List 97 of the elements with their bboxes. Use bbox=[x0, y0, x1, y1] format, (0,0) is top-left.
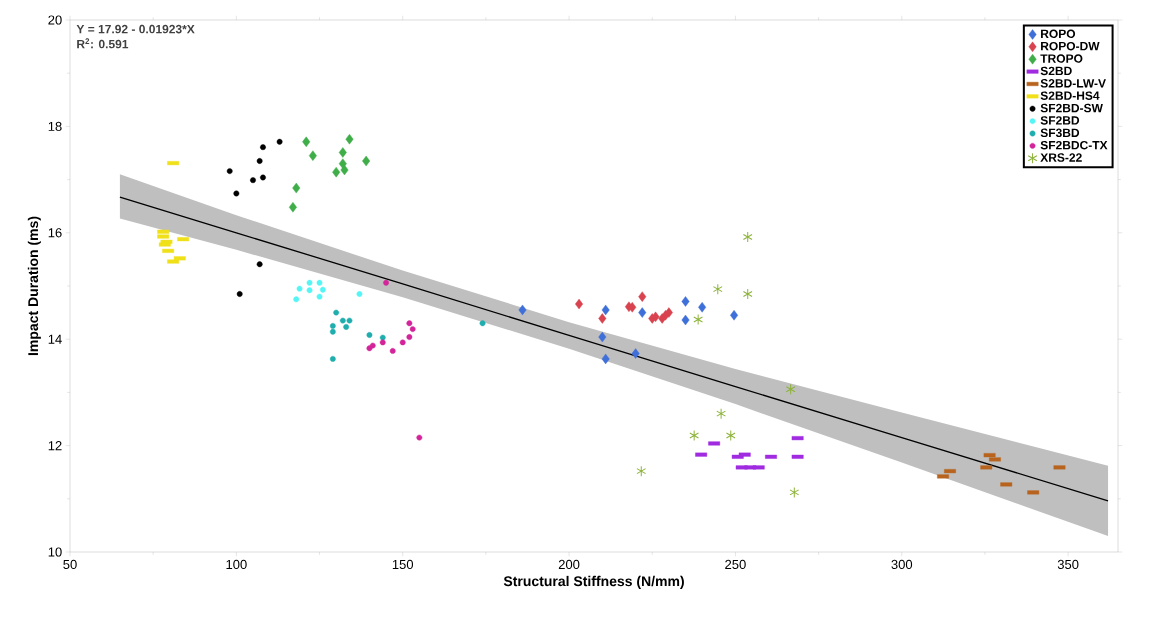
point bbox=[366, 332, 373, 338]
x-tick-label: 100 bbox=[226, 559, 247, 569]
point bbox=[406, 320, 413, 327]
point bbox=[681, 314, 690, 326]
point bbox=[712, 283, 723, 295]
point bbox=[716, 408, 726, 420]
point bbox=[256, 158, 263, 164]
point bbox=[316, 279, 323, 286]
point bbox=[296, 285, 303, 292]
point bbox=[260, 174, 266, 181]
point bbox=[302, 136, 311, 148]
point bbox=[276, 138, 283, 145]
point bbox=[356, 291, 363, 297]
point bbox=[379, 334, 386, 341]
point bbox=[288, 202, 297, 213]
point bbox=[366, 345, 373, 352]
point bbox=[226, 168, 233, 174]
annotation: R$^{2}$: 0.591 bbox=[77, 38, 129, 49]
legend-label: SF3BD bbox=[1040, 128, 1080, 138]
annotation: Y = 17.92 - 0.01923*X bbox=[76, 24, 195, 34]
point bbox=[233, 190, 240, 197]
point bbox=[383, 279, 389, 286]
legend-label: S2BD-HS4 bbox=[1040, 91, 1100, 100]
point bbox=[306, 287, 313, 294]
y-tick-label: 14 bbox=[48, 334, 62, 344]
point bbox=[236, 291, 243, 297]
point bbox=[785, 383, 796, 395]
point bbox=[638, 291, 647, 302]
line-series bbox=[119, 196, 1109, 502]
point bbox=[601, 353, 610, 365]
y-axis-title: Impact Duration (ms) bbox=[27, 216, 41, 356]
point bbox=[332, 166, 341, 178]
legend-label: S2BD-LW-V bbox=[1040, 79, 1106, 88]
point bbox=[638, 307, 647, 318]
legend-label: SF2BD-SW bbox=[1040, 103, 1103, 113]
y-tick-label: 12 bbox=[48, 441, 62, 451]
point bbox=[598, 313, 607, 324]
point bbox=[636, 465, 647, 477]
point bbox=[333, 309, 340, 316]
x-tick-label: 300 bbox=[891, 559, 913, 569]
point bbox=[389, 348, 396, 354]
point bbox=[338, 147, 347, 158]
point bbox=[631, 348, 640, 359]
point bbox=[340, 164, 349, 176]
point bbox=[329, 328, 336, 335]
x-tick-label: 350 bbox=[1057, 559, 1079, 569]
y-tick-label: 20 bbox=[48, 15, 62, 25]
point bbox=[293, 296, 300, 303]
point bbox=[742, 231, 753, 243]
point bbox=[789, 486, 800, 498]
point bbox=[601, 304, 610, 316]
point bbox=[416, 434, 423, 441]
point bbox=[339, 317, 346, 324]
point bbox=[479, 320, 486, 327]
y-tick-label: 10 bbox=[48, 547, 62, 557]
point bbox=[292, 182, 301, 194]
legend-label: SF2BDC-TX bbox=[1040, 140, 1108, 150]
point bbox=[329, 355, 336, 362]
y-tick-label: 16 bbox=[48, 228, 62, 238]
point bbox=[406, 334, 413, 340]
point bbox=[698, 302, 707, 313]
x-tick-label: 150 bbox=[392, 559, 414, 569]
point bbox=[742, 288, 753, 300]
x-tick-label: 200 bbox=[558, 559, 580, 569]
point bbox=[260, 144, 266, 151]
legend-label: S2BD bbox=[1040, 66, 1072, 76]
point bbox=[399, 339, 406, 346]
point bbox=[345, 133, 354, 145]
point bbox=[598, 331, 607, 343]
point bbox=[319, 286, 326, 293]
point bbox=[409, 326, 416, 332]
point bbox=[329, 323, 336, 329]
point bbox=[362, 155, 371, 167]
legend-label: SF2BD bbox=[1040, 116, 1080, 125]
point bbox=[308, 150, 317, 161]
legend-label: TROPO bbox=[1040, 54, 1083, 63]
point bbox=[343, 324, 350, 330]
legend-label: ROPO bbox=[1041, 29, 1076, 38]
point bbox=[730, 310, 739, 321]
x-tick-label: 50 bbox=[63, 559, 77, 569]
y-tick-label: 18 bbox=[48, 121, 62, 131]
point bbox=[725, 429, 736, 441]
point bbox=[256, 261, 263, 268]
x-tick-label: 250 bbox=[725, 559, 746, 569]
point bbox=[346, 317, 353, 324]
point bbox=[379, 339, 386, 346]
point bbox=[306, 279, 313, 286]
point bbox=[316, 293, 323, 300]
point bbox=[250, 177, 256, 184]
legend-label: ROPO-DW bbox=[1041, 41, 1100, 51]
legend-label: XRS-22 bbox=[1040, 153, 1082, 162]
point bbox=[681, 296, 690, 307]
point bbox=[693, 314, 703, 326]
point bbox=[518, 304, 527, 316]
x-axis-title: Structural Stiffness (N/mm) bbox=[503, 575, 684, 589]
point bbox=[369, 342, 376, 349]
point bbox=[689, 429, 699, 441]
